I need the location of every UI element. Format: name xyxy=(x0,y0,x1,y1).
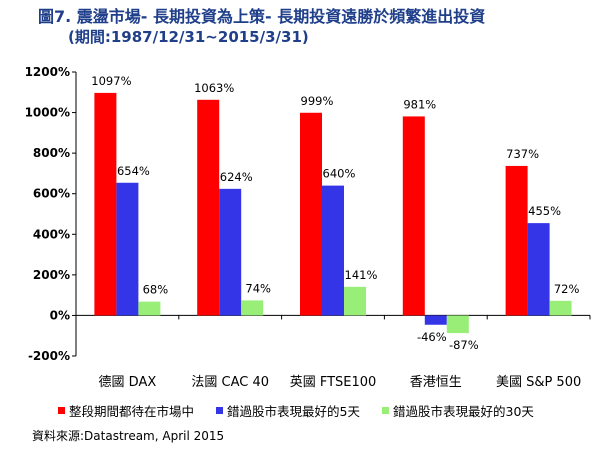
data-label: 455% xyxy=(528,204,561,218)
legend-swatch-green xyxy=(381,407,389,414)
data-label: 141% xyxy=(345,268,378,282)
y-tick-label: 800% xyxy=(33,146,70,160)
legend-label-series-3: 錯過股市表現最好的30天 xyxy=(392,404,534,419)
y-tick-label: 1000% xyxy=(25,106,70,120)
bar-3-2 xyxy=(241,300,264,316)
legend-item-series-3: 錯過股市表現最好的30天 xyxy=(381,401,534,420)
bar-3-3 xyxy=(344,286,366,316)
source-note: 資料來源:Datastream, April 2015 xyxy=(32,429,225,443)
bar-1-2 xyxy=(197,99,220,316)
category-label: 英國 FTSE100 xyxy=(290,375,377,390)
bar-1-4 xyxy=(402,116,425,316)
legend-item-series-2: 錯過股市表現最好的5天 xyxy=(216,401,360,420)
data-label: 640% xyxy=(323,167,356,181)
bar-1-1 xyxy=(94,92,117,316)
data-label: 654% xyxy=(117,164,150,178)
bar-1-3 xyxy=(300,112,322,316)
legend: 整段期間都待在市場中 錯過股市表現最好的5天 錯過股市表現最好的30天 xyxy=(58,401,598,420)
data-label: 624% xyxy=(220,170,253,184)
bar-3-5 xyxy=(549,300,572,316)
y-tick-label: 1200% xyxy=(25,65,70,79)
y-tick-label: 400% xyxy=(33,227,70,241)
chart-title-line1: 圖7. 震盪市場- 長期投資為上策- 長期投資遠勝於頻繁進出投資 xyxy=(38,7,486,26)
data-label: 68% xyxy=(143,283,169,297)
bar-1-5 xyxy=(505,165,528,316)
bar-2-2 xyxy=(219,188,242,316)
bar-2-5 xyxy=(527,223,550,316)
category-label: 美國 S&P 500 xyxy=(496,375,581,390)
legend-label-series-2: 錯過股市表現最好的5天 xyxy=(227,404,360,419)
y-tick-label: 200% xyxy=(33,268,70,282)
data-label: -46% xyxy=(417,330,447,344)
data-label: 74% xyxy=(245,281,271,295)
chart-title: 圖7. 震盪市場- 長期投資為上策- 長期投資遠勝於頻繁進出投資 (期間:198… xyxy=(38,6,598,48)
legend-label-series-1: 整段期間都待在市場中 xyxy=(69,404,195,419)
data-label: 72% xyxy=(554,282,580,296)
data-label: 999% xyxy=(301,94,334,108)
legend-item-series-1: 整段期間都待在市場中 xyxy=(58,401,194,420)
category-label: 法國 CAC 40 xyxy=(191,375,269,390)
bar-2-1 xyxy=(116,182,139,316)
legend-swatch-red xyxy=(58,407,65,414)
category-label: 德國 DAX xyxy=(99,375,157,390)
y-tick-label: 0% xyxy=(50,308,70,322)
data-label: 1063% xyxy=(194,81,234,95)
legend-swatch-blue xyxy=(216,407,224,414)
bar-3-1 xyxy=(138,301,161,316)
bar-2-3 xyxy=(322,185,344,316)
data-label: 737% xyxy=(506,147,539,161)
y-tick-label: -200% xyxy=(28,349,70,363)
data-label: -87% xyxy=(449,338,479,352)
data-label: 1097% xyxy=(91,74,131,88)
y-tick-label: 600% xyxy=(33,187,70,201)
bar-2-4 xyxy=(424,315,447,325)
bar-3-4 xyxy=(446,315,469,334)
bar-chart: -200% 0% 200% 400% 600% 800% 1000% 1200% 1097% 10… xyxy=(25,65,591,390)
chart-title-line2: (期間:1987/12/31~2015/3/31) xyxy=(68,28,309,46)
data-label: 981% xyxy=(403,97,436,111)
category-label: 香港恒生 xyxy=(410,375,462,390)
